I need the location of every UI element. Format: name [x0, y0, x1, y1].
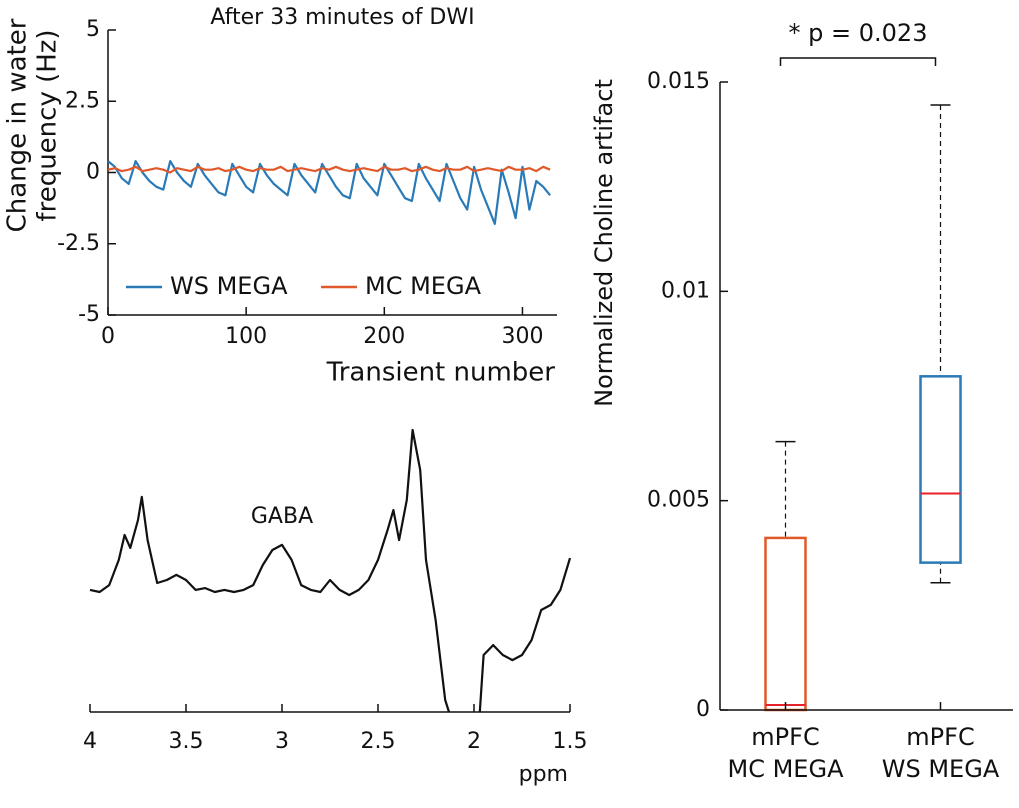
- x-tick-label: mPFC: [751, 723, 819, 751]
- x-axis-label: ppm: [519, 762, 568, 787]
- x-axis-label: Transient number: [326, 358, 556, 388]
- y-tick-label: 0.005: [647, 488, 710, 513]
- x-tick-label: 200: [363, 324, 405, 349]
- x-tick-label: MC MEGA: [728, 755, 845, 783]
- y-axis-label: frequency (Hz): [33, 29, 63, 221]
- significance-bracket: [779, 57, 937, 66]
- legend-label: MC MEGA: [365, 272, 482, 300]
- y-axis-label: Normalized Choline artifact: [590, 79, 618, 407]
- x-tick-label: 3: [275, 729, 289, 754]
- y-tick-label: 0.015: [647, 69, 710, 94]
- x-tick-label: WS MEGA: [882, 755, 1000, 783]
- annotation: GABA: [251, 504, 313, 529]
- chart-title: After 33 minutes of DWI: [210, 5, 474, 30]
- box: [764, 536, 807, 712]
- y-tick-label: 0: [86, 160, 100, 185]
- series-line: [107, 165, 551, 174]
- series-line: [89, 428, 572, 713]
- x-tick-label: 3.5: [169, 729, 204, 754]
- y-tick-label: -5: [78, 302, 100, 327]
- x-tick-label: 2: [467, 729, 481, 754]
- y-tick-label: 2.5: [65, 88, 100, 113]
- x-tick-label: 300: [501, 324, 543, 349]
- significance-label: * p = 0.023: [789, 19, 928, 47]
- y-tick-label: 0: [696, 697, 710, 722]
- x-tick-label: mPFC: [906, 723, 974, 751]
- x-tick-label: 100: [225, 324, 267, 349]
- y-tick-label: -2.5: [57, 231, 100, 256]
- box: [919, 375, 962, 564]
- y-tick-label: 5: [86, 17, 100, 42]
- x-tick-label: 1.5: [553, 729, 588, 754]
- y-axis-label: Change in water: [3, 18, 33, 232]
- x-tick-label: 4: [83, 729, 97, 754]
- legend-label: WS MEGA: [170, 272, 288, 300]
- y-tick-label: 0.01: [661, 278, 710, 303]
- x-tick-label: 0: [101, 324, 115, 349]
- series-line: [107, 160, 551, 225]
- x-tick-label: 2.5: [361, 729, 396, 754]
